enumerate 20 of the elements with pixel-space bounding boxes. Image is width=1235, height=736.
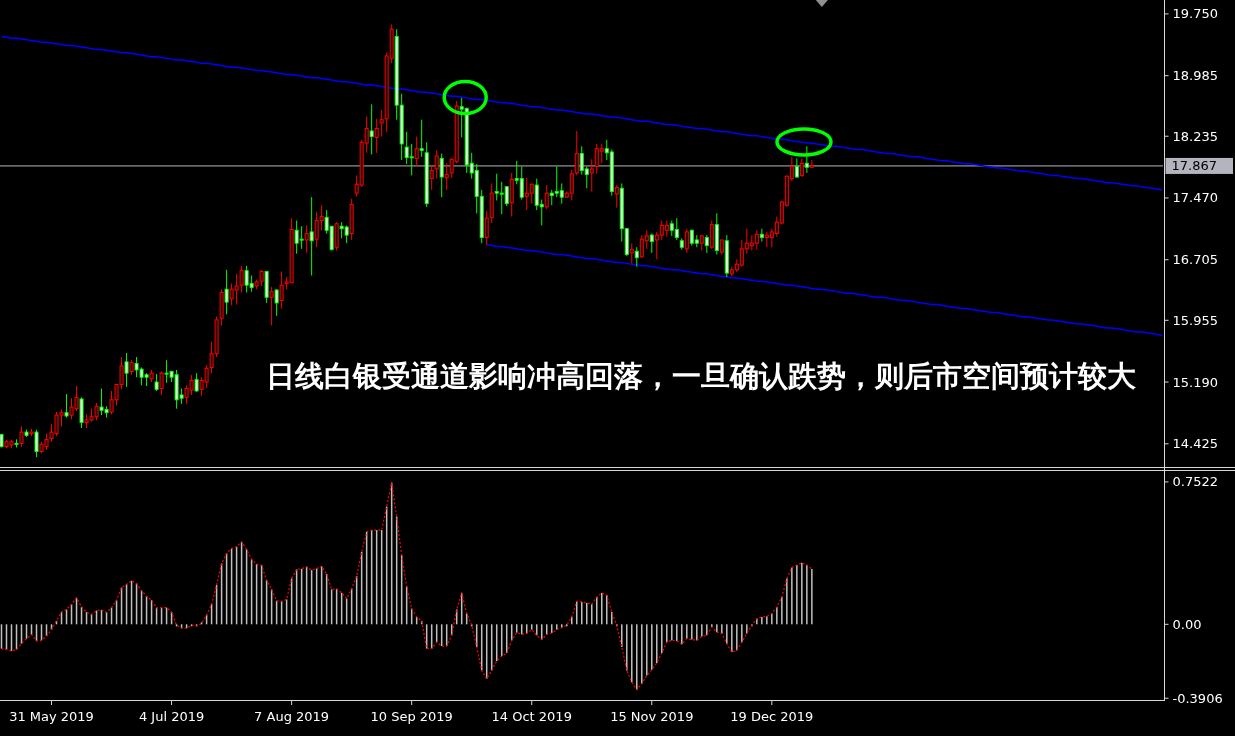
- x-tick-label: 31 May 2019: [9, 708, 94, 724]
- y-tick-label: 17.470: [1172, 190, 1218, 206]
- y-tick-label: 15.955: [1172, 312, 1218, 328]
- y-tick-label: -0.3906: [1172, 690, 1223, 706]
- ref-line-label: 17.867: [1171, 158, 1217, 174]
- y-tick-label: 19.750: [1172, 6, 1218, 22]
- x-tick-label: 14 Oct 2019: [491, 708, 572, 724]
- annotation: 日线白银受通道影响冲高回落，一旦确认跌势，则后市空间预计较大: [266, 358, 1137, 393]
- y-tick-label: 0.00: [1172, 616, 1202, 632]
- y-tick-label: 15.190: [1172, 374, 1218, 390]
- x-tick-label: 15 Nov 2019: [610, 708, 694, 724]
- y-tick-label: 16.705: [1172, 252, 1218, 268]
- y-tick-label: 14.425: [1172, 436, 1218, 452]
- x-tick-label: 10 Sep 2019: [370, 708, 453, 724]
- x-tick-label: 7 Aug 2019: [254, 708, 330, 724]
- y-tick-label: 0.7522: [1172, 474, 1218, 490]
- x-tick-label: 19 Dec 2019: [730, 708, 814, 724]
- x-tick-label: 4 Jul 2019: [138, 708, 205, 724]
- y-tick-label: 18.235: [1172, 128, 1218, 144]
- y-tick-label: 18.985: [1172, 68, 1218, 84]
